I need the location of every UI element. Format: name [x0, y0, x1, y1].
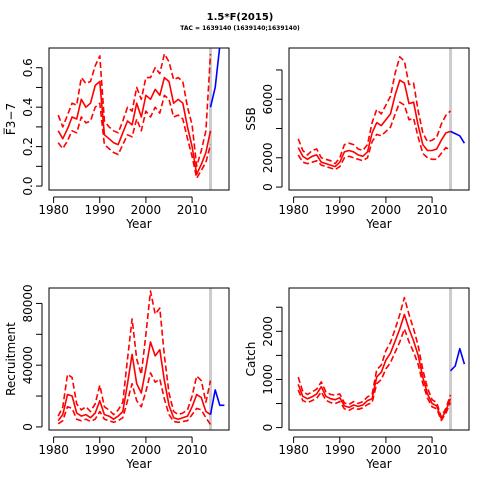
ssb-x-tick-label: 2000	[371, 203, 402, 217]
ssb-y-tick-label: 2000	[261, 143, 275, 174]
catch-y-axis-label: Catch	[244, 342, 258, 377]
fbar-x-tick-label: 2010	[177, 203, 208, 217]
fbar-y-tick-label: 0.2	[21, 137, 35, 156]
catch-x-tick-label: 2000	[371, 443, 402, 457]
catch-projection-line	[449, 347, 466, 372]
recruitment-x-tick-label: 1980	[38, 443, 69, 457]
ssb-upper-bound-line	[297, 55, 452, 165]
catch-upper-bound-line	[297, 296, 452, 418]
figure-title: 1.5*F(2015)	[207, 12, 274, 23]
recruitment-y-tick-label: 40000	[21, 346, 35, 384]
catch-x-tick-label: 1990	[324, 443, 355, 457]
recruitment-panel: 1980 1990 2000 2010 0 40000 80000 Year Recruitme…	[4, 284, 230, 471]
fbar-y-tick-label: 0.0	[21, 177, 35, 196]
catch-estimate-line	[297, 313, 452, 420]
figure-subtitle: TAC = 1639140 (1639140;1639140)	[180, 25, 300, 32]
ssb-estimate-line	[297, 79, 451, 168]
ssb-data	[297, 48, 466, 190]
ssb-projection-line	[450, 130, 466, 144]
fbar-x-tick-label: 2000	[131, 203, 162, 217]
ssb-lower-bound-line	[297, 101, 451, 171]
ssb-x-axis-label: Year	[365, 217, 391, 231]
fbar-x-axis-label: Year	[125, 217, 151, 231]
catch-lower-bound-line	[297, 328, 452, 422]
catch-x-tick-label: 2010	[417, 443, 448, 457]
fbar-y-tick-label: 0.6	[21, 58, 35, 77]
recruitment-projection-line	[209, 389, 225, 415]
fbar-plot-frame	[48, 47, 230, 191]
recruitment-x-tick-label: 2000	[131, 443, 162, 457]
fbar-x-tick-label: 1990	[84, 203, 115, 217]
recruitment-y-tick-label: 0	[21, 423, 35, 431]
recruitment-x-axis-label: Year	[125, 457, 151, 471]
catch-y-tick-label: 1000	[261, 364, 275, 395]
recruitment-x-tick-label: 1990	[84, 443, 115, 457]
catch-x-tick-label: 1980	[278, 443, 309, 457]
fbar-y-axis-label: F̅3−7	[3, 103, 18, 135]
catch-y-tick-label: 2000	[261, 316, 275, 347]
fbar-projection-line	[209, 48, 221, 108]
fbar-x-tick-label: 1980	[38, 203, 69, 217]
fbar-estimate-line	[57, 76, 212, 175]
ssb-x-tick-label: 1990	[324, 203, 355, 217]
ssb-y-axis-label: SSB	[244, 107, 258, 130]
ssb-plot-frame	[288, 47, 470, 191]
catch-x-axis-label: Year	[365, 457, 391, 471]
recruitment-data	[57, 288, 225, 430]
recruitment-estimate-line	[57, 341, 211, 422]
ssb-y-tick-label: 6000	[261, 84, 275, 115]
recruitment-y-tick-label: 80000	[21, 284, 35, 322]
ssb-x-tick-label: 1980	[278, 203, 309, 217]
recruitment-y-axis-label: Recruitment	[4, 322, 18, 396]
fbar-upper-bound-line	[57, 53, 212, 168]
fbar-y-tick-label: 0.4	[21, 98, 35, 117]
ssb-panel: 1980 1990 2000 2010 0 2000 6000 Year SSB	[244, 47, 470, 231]
panels: 1980 1990 2000 20100.00.20.40.6YearF̅3−7198…	[3, 47, 470, 471]
catch-plot-frame	[288, 287, 470, 431]
fbar-data	[57, 48, 221, 190]
fbar-panel: 1980 1990 2000 2010 0.0 0.2 0.4 0.6 Year F̅3−7	[3, 47, 230, 231]
recruitment-x-tick-label: 2010	[177, 443, 208, 457]
fbar-lower-bound-line	[57, 94, 212, 179]
ssb-y-tick-label: 0	[261, 183, 275, 191]
recruitment-lower-bound-line	[57, 372, 212, 426]
recruitment-plot-frame	[48, 287, 230, 431]
recruitment-upper-bound-line	[57, 290, 212, 417]
ssb-x-tick-label: 2010	[417, 203, 448, 217]
catch-y-tick-label: 0	[261, 424, 275, 432]
catch-data	[297, 288, 466, 430]
